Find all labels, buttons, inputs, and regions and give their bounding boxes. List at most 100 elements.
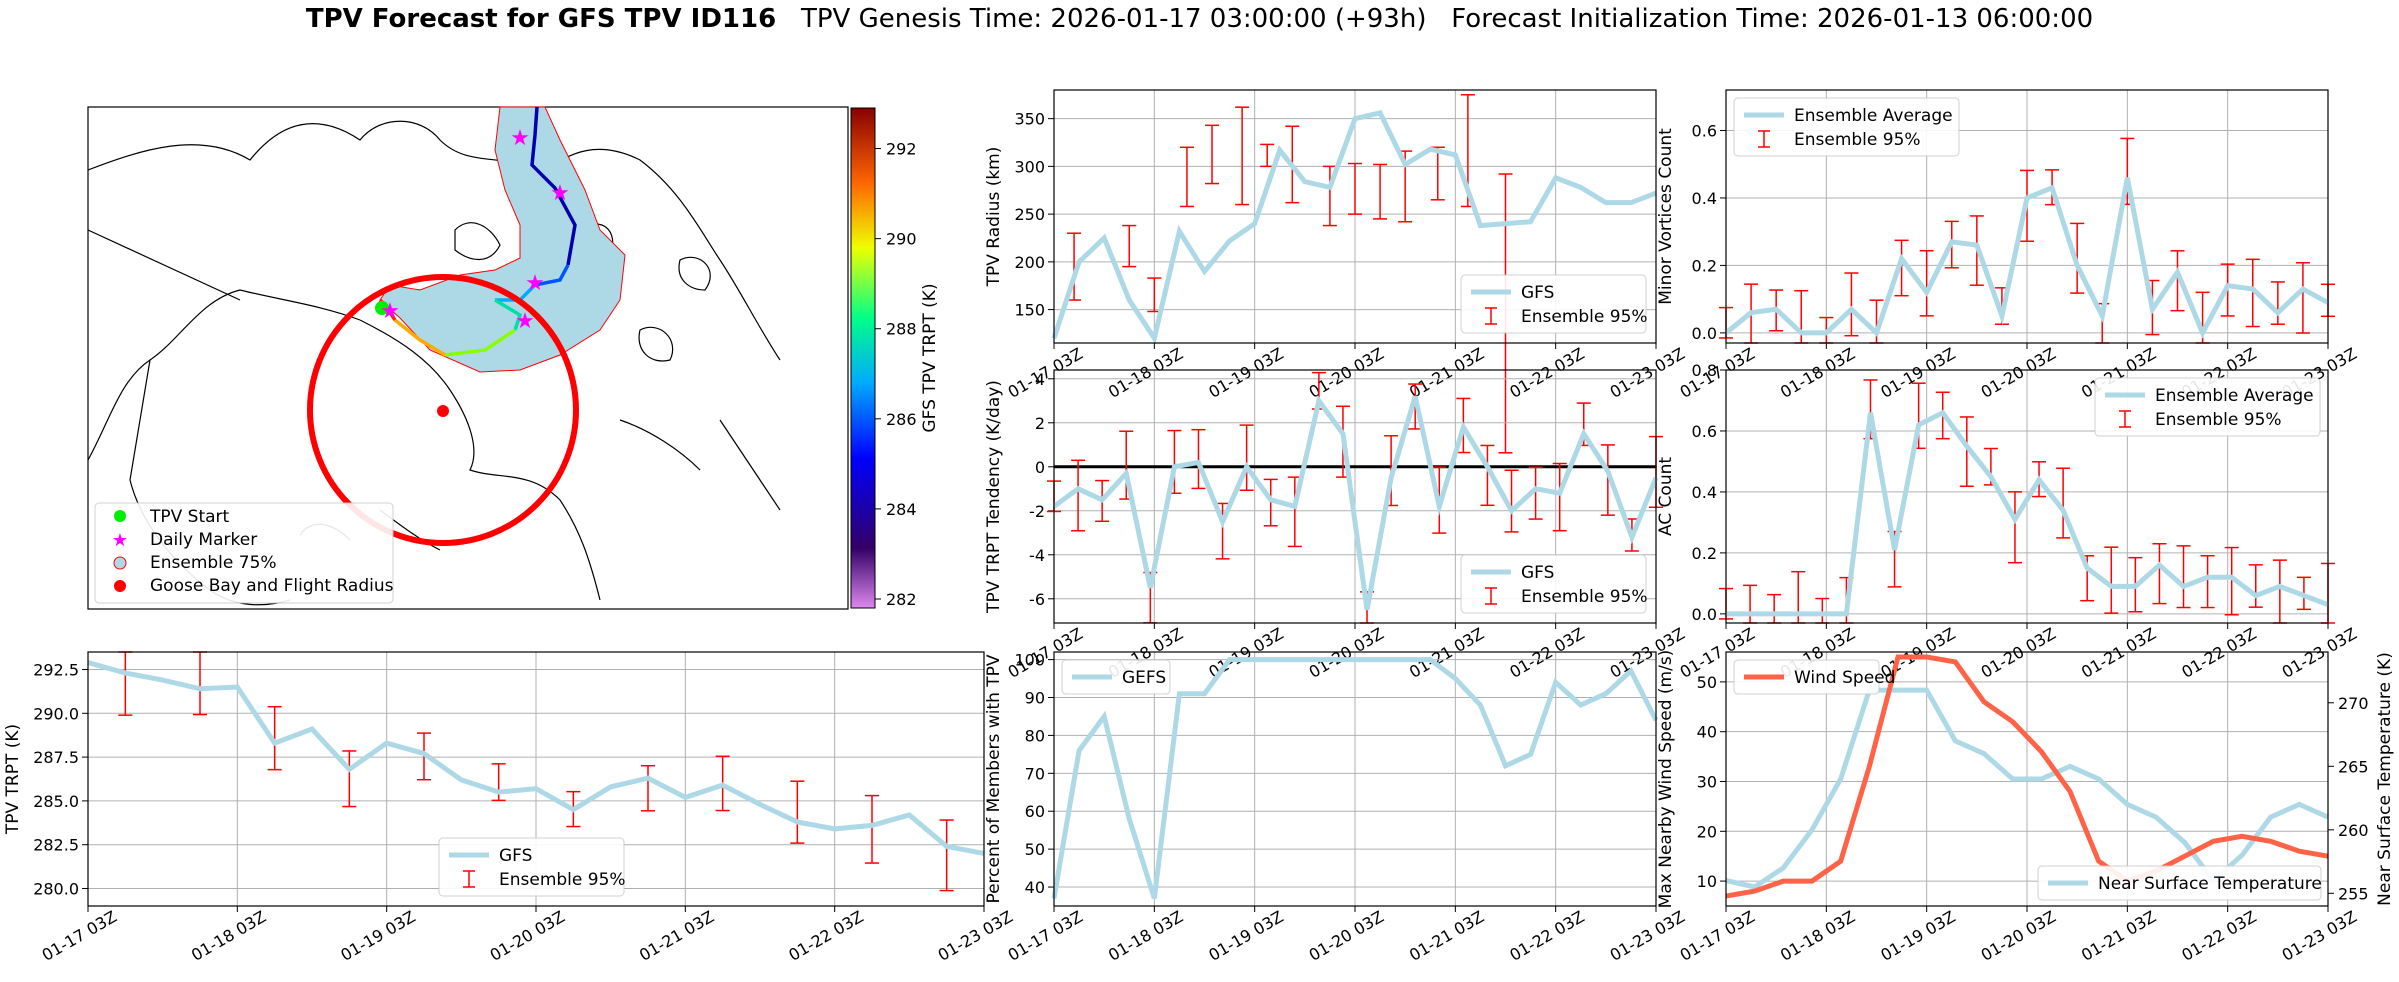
y-tick-label: 40 xyxy=(1025,878,1045,897)
map-legend: TPV Start ★ Daily Marker Ensemble 75% Go… xyxy=(94,502,394,604)
plot-frame xyxy=(1053,89,1657,344)
legend-label: Ensemble 95% xyxy=(2155,410,2282,430)
x-tick-label: 01-20 03Z xyxy=(487,907,568,965)
svg-text:★: ★ xyxy=(515,309,535,334)
x-tick-label: 01-17 03Z xyxy=(1677,907,1758,965)
x-tick-label: 01-22 03Z xyxy=(1506,907,1587,965)
map-legend-ensemble: Ensemble 75% xyxy=(150,553,277,573)
x-tick-label: 01-23 03Z xyxy=(2279,907,2360,965)
y-tick-label: 100 xyxy=(1014,651,1045,670)
ensemble-75-envelope xyxy=(379,106,626,373)
x-tick-label: 01-20 03Z xyxy=(1978,344,2059,402)
y-tick-label: 0.6 xyxy=(1692,121,1717,140)
y-tick-label: 300 xyxy=(1014,157,1045,176)
y2-tick-label: 260 xyxy=(2338,821,2369,840)
y-tick-label: 0.0 xyxy=(1692,605,1717,624)
legend-label: GFS xyxy=(1521,563,1554,583)
legend-box xyxy=(1733,659,1880,695)
y-tick-label: 0.2 xyxy=(1692,544,1717,563)
chart-wind: 01-17 03Z 01-18 03Z 01-19 03Z 01-20 03Z 01-2… xyxy=(1656,650,2395,965)
legend-label: GFS xyxy=(499,846,532,866)
chart-legend: Ensemble Average Ensemble 95% xyxy=(1733,97,1960,157)
y-tick-label: 2 xyxy=(1035,414,1045,433)
plot-frame xyxy=(1725,89,2329,344)
map-legend-start: TPV Start xyxy=(149,507,230,527)
legend-label: Ensemble 95% xyxy=(1521,587,1648,607)
x-tick-label: 01-20 03Z xyxy=(1306,624,1387,682)
y-tick-label: 282.5 xyxy=(33,836,79,855)
goose-bay-marker xyxy=(437,405,449,417)
y-tick-label: 90 xyxy=(1025,688,1045,707)
series-line xyxy=(1051,657,1659,900)
x-tick-label: 01-21 03Z xyxy=(2078,907,2159,965)
colorbar-tick-label: 282 xyxy=(886,590,917,609)
y-tick-label: 50 xyxy=(1697,673,1717,692)
colorbar-tick-label: 292 xyxy=(886,140,917,159)
chart-radius: 01-17 03Z 01-18 03Z 01-19 03Z 01-20 03Z 01-2… xyxy=(984,89,1688,454)
title-genesis: TPV Genesis Time: 2026-01-17 03:00:00 (+… xyxy=(800,4,1427,34)
y-tick-label: 10 xyxy=(1697,872,1717,891)
y-axis-label: TPV Radius (km) xyxy=(984,147,1004,288)
y-tick-label: 50 xyxy=(1025,840,1045,859)
y-tick-label: 350 xyxy=(1014,110,1045,129)
x-tick-label: 01-21 03Z xyxy=(636,907,717,965)
chart-legend: Wind Speed Near Surface Temperature xyxy=(1733,659,2322,901)
y-tick-label: 60 xyxy=(1025,802,1045,821)
chart-legend: GEFS xyxy=(1061,659,1171,695)
legend-label: GFS xyxy=(1521,283,1554,303)
y-axis-label: Max Nearby Wind Speed (m/s) xyxy=(1656,650,1676,909)
legend-label: Ensemble 95% xyxy=(1521,307,1648,327)
plot-frame xyxy=(1725,369,2329,624)
y-axis-label: AC Count xyxy=(1656,457,1676,536)
x-tick-label: 01-18 03Z xyxy=(1105,344,1186,402)
y-axis-label: Minor Vortices Count xyxy=(1656,128,1676,305)
x-tick-label: 01-19 03Z xyxy=(1205,907,1286,965)
legend-label: Ensemble Average xyxy=(2155,386,2314,406)
wind-line xyxy=(1725,654,2329,899)
x-tick-label: 01-18 03Z xyxy=(1777,907,1858,965)
legend-label: Wind Speed xyxy=(1794,668,1895,688)
x-tick-label: 01-22 03Z xyxy=(1506,344,1587,402)
x-tick-label: 01-18 03Z xyxy=(188,907,269,965)
y-axis-label: Percent of Members with TPV xyxy=(984,654,1004,903)
colorbar-tick-label: 288 xyxy=(886,320,917,339)
chart-tendency: 01-17 03Z 01-18 03Z 01-19 03Z 01-20 03Z 01-2… xyxy=(984,369,1688,682)
series-line xyxy=(1726,409,2329,617)
y2-tick-label: 265 xyxy=(2338,757,2369,776)
x-tick-label: 01-19 03Z xyxy=(337,907,418,965)
chart-minor: 01-17 03Z 01-18 03Z 01-19 03Z 01-20 03Z 01-2… xyxy=(1656,89,2360,402)
colorbar-tick-label: 286 xyxy=(886,410,917,429)
map-legend-daily: Daily Marker xyxy=(150,530,257,550)
y-tick-label: 290.0 xyxy=(33,704,79,723)
x-tick-label: 01-23 03Z xyxy=(935,907,1016,965)
colorbar-label: GFS TPV TRPT (K) xyxy=(920,283,940,432)
plot-frame xyxy=(1053,651,1657,907)
y-axis-label: TPV TRPT (K) xyxy=(3,724,23,835)
chart-percent: 01-17 03Z 01-18 03Z 01-19 03Z 01-20 03Z 01-2… xyxy=(984,651,1688,965)
y-tick-label: 0.0 xyxy=(1692,324,1717,343)
y-tick-label: 285.0 xyxy=(33,792,79,811)
tpv-start-marker xyxy=(375,301,389,315)
y2-tick-label: 270 xyxy=(2338,694,2369,713)
title-init: Forecast Initialization Time: 2026-01-13… xyxy=(1451,4,2094,34)
y-tick-label: 0.2 xyxy=(1692,256,1717,275)
x-tick-label: 01-17 03Z xyxy=(1005,344,1086,402)
svg-text:★: ★ xyxy=(510,126,530,151)
y-tick-label: 80 xyxy=(1025,726,1045,745)
y-tick-label: 20 xyxy=(1697,822,1717,841)
legend-box xyxy=(1061,659,1171,695)
svg-text:★: ★ xyxy=(525,271,545,296)
legend-box xyxy=(2037,865,2322,901)
y-tick-label: 250 xyxy=(1014,205,1045,224)
y-tick-label: 200 xyxy=(1014,253,1045,272)
x-tick-label: 01-23 03Z xyxy=(2279,624,2360,682)
colorbar-tick-label: 284 xyxy=(886,500,917,519)
x-tick-label: 01-22 03Z xyxy=(1506,624,1587,682)
series-line xyxy=(87,660,985,856)
colorbar-ticks: 282 284 286 288 290 292 xyxy=(875,140,917,609)
legend-box xyxy=(1733,97,1960,157)
x-tick-label: 01-21 03Z xyxy=(1406,907,1487,965)
y-tick-label: -6 xyxy=(1029,590,1045,609)
y-tick-label: 4 xyxy=(1035,370,1045,389)
x-tick-label: 01-18 03Z xyxy=(1777,344,1858,402)
